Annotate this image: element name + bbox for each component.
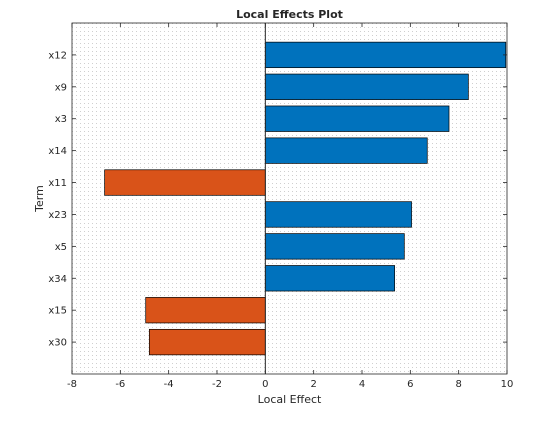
y-tick-label-x5: x5 — [55, 242, 67, 253]
plot-frame — [71, 22, 508, 375]
bar-series — [104, 41, 507, 356]
x-axis: -8 -6 -4 -2 0 2 4 6 8 10 — [67, 23, 513, 390]
y-tick-label-x14: x14 — [48, 146, 67, 157]
y-tick-label-x12: x12 — [48, 50, 67, 61]
x-tick-label: 6 — [407, 379, 413, 390]
x-tick-label: 8 — [455, 379, 461, 390]
bar-x14 — [264, 137, 428, 164]
chart-title: Local Effects Plot — [236, 8, 343, 21]
y-tick-label-x9: x9 — [55, 82, 67, 93]
y-tick-label-x34: x34 — [48, 274, 67, 285]
x-tick-label: 10 — [501, 379, 514, 390]
y-tick-label-x3: x3 — [55, 114, 67, 125]
bar-x23 — [264, 201, 412, 228]
y-tick-label-x23: x23 — [48, 210, 67, 221]
x-tick-label: -2 — [212, 379, 222, 390]
x-tick-label: -4 — [164, 379, 174, 390]
y-tick-label-x15: x15 — [48, 306, 67, 317]
bar-x15 — [145, 297, 266, 324]
y-axis-label: Term — [33, 185, 46, 213]
x-tick-label: -8 — [67, 379, 77, 390]
x-tick-label: 0 — [262, 379, 268, 390]
bar-x9 — [264, 73, 469, 100]
bar-x30 — [148, 328, 266, 356]
y-tick-label-x11: x11 — [48, 178, 67, 189]
x-tick-label: 2 — [310, 379, 316, 390]
bar-x11 — [104, 169, 266, 196]
bar-x3 — [264, 105, 450, 132]
bar-x34 — [264, 265, 395, 292]
y-tick-label-x30: x30 — [48, 338, 67, 349]
x-axis-label: Local Effect — [258, 393, 322, 406]
x-tick-label: 4 — [359, 379, 365, 390]
x-tick-label: -6 — [115, 379, 125, 390]
y-axis: x12 x9 x3 x14 x11 x23 x5 x34 x15 x30 — [48, 50, 507, 349]
bar-x5 — [264, 233, 405, 260]
bar-x12 — [264, 41, 507, 69]
